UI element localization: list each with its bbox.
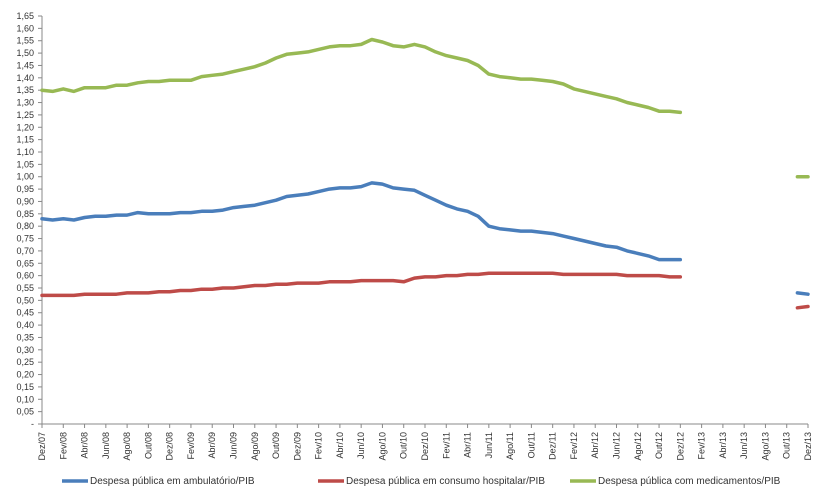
x-tick-label: Abr/09 xyxy=(207,432,217,459)
x-tick-label: Fev/12 xyxy=(569,432,579,460)
x-tick-label: Jun/09 xyxy=(229,432,239,459)
y-tick-label: 0,60 xyxy=(16,271,34,281)
x-tick-label: Dez/07 xyxy=(37,432,47,461)
x-tick-label: Jun/10 xyxy=(356,432,366,459)
y-tick-label: 0,55 xyxy=(16,283,34,293)
x-tick-label: Fev/10 xyxy=(314,432,324,460)
y-tick-label: 0,65 xyxy=(16,258,34,268)
x-tick-label: Abr/13 xyxy=(718,432,728,459)
y-tick-label: 0,35 xyxy=(16,332,34,342)
x-tick-label: Out/11 xyxy=(526,432,536,458)
y-tick-label: 1,65 xyxy=(16,11,34,21)
y-tick-label: 0,90 xyxy=(16,196,34,206)
y-tick-label: 0,70 xyxy=(16,246,34,256)
y-tick-label: 0,75 xyxy=(16,234,34,244)
x-tick-label: Abr/10 xyxy=(335,432,345,459)
x-tick-label: Dez/10 xyxy=(420,432,430,461)
legend-label-2: Despesa pública em consumo hospitalar/PI… xyxy=(346,476,545,487)
x-tick-label: Ago/13 xyxy=(760,432,770,461)
x-tick-label: Out/08 xyxy=(143,432,153,459)
y-tick-label: 0,15 xyxy=(16,382,34,392)
x-tick-label: Jun/13 xyxy=(739,432,749,459)
x-tick-label: Fev/11 xyxy=(441,432,451,459)
y-tick-label: 1,35 xyxy=(16,85,34,95)
y-tick-label: 0,25 xyxy=(16,357,34,367)
x-tick-label: Fev/09 xyxy=(186,432,196,460)
legend-label-1: Despesa pública em ambulatório/PIB xyxy=(90,476,255,487)
chart-axes xyxy=(38,15,809,428)
y-tick-label: 0,50 xyxy=(16,295,34,305)
y-tick-label: 1,10 xyxy=(16,147,34,157)
y-tick-label: 1,40 xyxy=(16,73,34,83)
x-tick-label: Jun/11 xyxy=(484,432,494,458)
x-tick-label: Fev/13 xyxy=(697,432,707,460)
x-tick-label: Jun/12 xyxy=(612,432,622,459)
y-tick-label: 1,25 xyxy=(16,110,34,120)
x-tick-label: Out/09 xyxy=(271,432,281,459)
y-tick-label: 1,00 xyxy=(16,172,34,182)
x-tick-label: Ago/11 xyxy=(505,432,515,460)
y-tick-label: 0,05 xyxy=(16,407,34,417)
x-tick-label: Ago/09 xyxy=(250,432,260,461)
y-tick-label: 0,80 xyxy=(16,221,34,231)
y-tick-label: 0,85 xyxy=(16,209,34,219)
series-line-2 xyxy=(40,271,683,298)
x-tick-labels: Dez/07 Fev/08 Abr/08 Jun/08 Ago/08 Out/08 Dez/… xyxy=(37,432,813,461)
y-tick-label: 1,50 xyxy=(16,48,34,58)
y-tick-label: 1,60 xyxy=(16,23,34,33)
y-tick-label: 1,20 xyxy=(16,122,34,132)
x-tick-label: Ago/10 xyxy=(377,432,387,461)
y-tick-label: 1,55 xyxy=(16,36,34,46)
x-tick-label: Fev/08 xyxy=(58,432,68,460)
y-tick-label: 0,30 xyxy=(16,345,34,355)
y-tick-label: - xyxy=(31,419,34,429)
legend: Despesa pública em ambulatório/PIB Despes… xyxy=(62,476,781,487)
x-tick-label: Ago/12 xyxy=(633,432,643,461)
series-line-3 xyxy=(40,37,683,115)
x-tick-label: Jun/08 xyxy=(101,432,111,459)
x-tick-label: Out/12 xyxy=(654,432,664,459)
y-tick-label: 0,40 xyxy=(16,320,34,330)
x-tick-label: Dez/09 xyxy=(292,432,302,461)
legend-label-3: Despesa pública com medicamentos/PIB xyxy=(598,476,781,487)
x-tick-label: Dez/08 xyxy=(165,432,175,461)
series-line-1 xyxy=(40,181,683,262)
x-tick-label: Out/13 xyxy=(782,432,792,459)
x-tick-label: Ago/08 xyxy=(122,432,132,461)
x-tick-label: Dez/12 xyxy=(675,432,685,461)
y-tick-label: 1,45 xyxy=(16,60,34,70)
plot-series xyxy=(40,37,810,310)
series-tail-1 xyxy=(795,291,810,296)
y-tick-labels: - 0,05 0,10 0,15 0,20 0,25 0,30 0,35 0,40 0,45 0,5… xyxy=(16,11,34,429)
x-tick-label: Abr/11 xyxy=(463,432,473,458)
x-tick-label: Dez/13 xyxy=(803,432,813,461)
x-tick-label: Abr/12 xyxy=(590,432,600,459)
x-tick-label: Abr/08 xyxy=(80,432,90,459)
x-tick-label: Out/10 xyxy=(399,432,409,459)
x-tick-label: Dez/11 xyxy=(548,432,558,460)
y-tick-label: 0,95 xyxy=(16,184,34,194)
y-tick-label: 0,10 xyxy=(16,394,34,404)
y-tick-label: 1,30 xyxy=(16,98,34,108)
y-tick-label: 0,20 xyxy=(16,370,34,380)
y-tick-label: 1,15 xyxy=(16,135,34,145)
y-tick-label: 1,05 xyxy=(16,159,34,169)
y-tick-label: 0,45 xyxy=(16,308,34,318)
series-tail-2 xyxy=(795,304,810,310)
